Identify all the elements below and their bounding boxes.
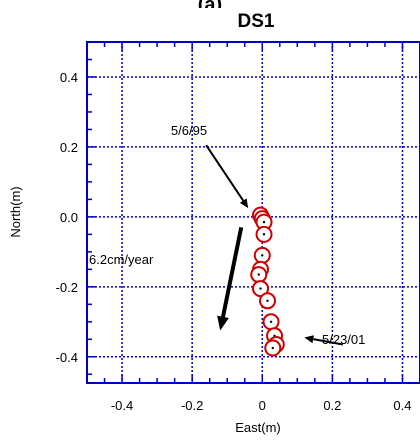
data-point-center (262, 220, 266, 224)
data-point-center (266, 299, 269, 303)
plot-frame (86, 41, 420, 384)
y-tick-label: -0.2 (56, 280, 78, 295)
y-tick-label: 0.2 (60, 140, 78, 155)
end-date-arrow (313, 338, 344, 346)
annotations: 5/6/95 5/23/01 6.2cm/year (89, 123, 365, 347)
x-tick-label: 0 (259, 398, 266, 413)
displacement-markers (250, 206, 285, 357)
x-tick-label: -0.4 (111, 398, 133, 413)
end-date-label: 5/23/01 (322, 332, 365, 347)
data-point-center (259, 287, 262, 290)
cut-panel-label: (a) (0, 0, 420, 8)
x-axis-label: East(m) (235, 420, 281, 435)
data-point-center (269, 320, 273, 323)
data-point-center (257, 273, 260, 276)
data-point-center (271, 346, 274, 350)
gridlines (87, 42, 420, 383)
x-tick-labels: -0.4 -0.2 0 0.2 0.4 (111, 398, 412, 413)
x-tick-label: 0.2 (323, 398, 341, 413)
velocity-rate-label: 6.2cm/year (89, 252, 154, 267)
data-point-center (261, 254, 264, 257)
velocity-arrowhead (217, 315, 229, 331)
x-tick-label: -0.2 (181, 398, 203, 413)
axis-ticks (86, 41, 420, 383)
data-point-center (262, 233, 266, 236)
start-date-arrowhead (239, 198, 249, 209)
start-date-label: 5/6/95 (171, 123, 207, 138)
velocity-arrow (221, 226, 244, 318)
chart-title: DS1 (238, 11, 275, 32)
y-tick-label: 0.4 (60, 70, 78, 85)
y-tick-labels: 0.4 0.2 0.0 -0.2 -0.4 (56, 70, 78, 365)
end-date-arrowhead (304, 335, 314, 344)
y-axis-label: North(m) (8, 186, 23, 237)
start-date-arrow (205, 144, 245, 202)
y-tick-label: -0.4 (56, 350, 78, 365)
y-tick-label: 0.0 (60, 210, 78, 225)
x-tick-label: 0.4 (393, 398, 411, 413)
